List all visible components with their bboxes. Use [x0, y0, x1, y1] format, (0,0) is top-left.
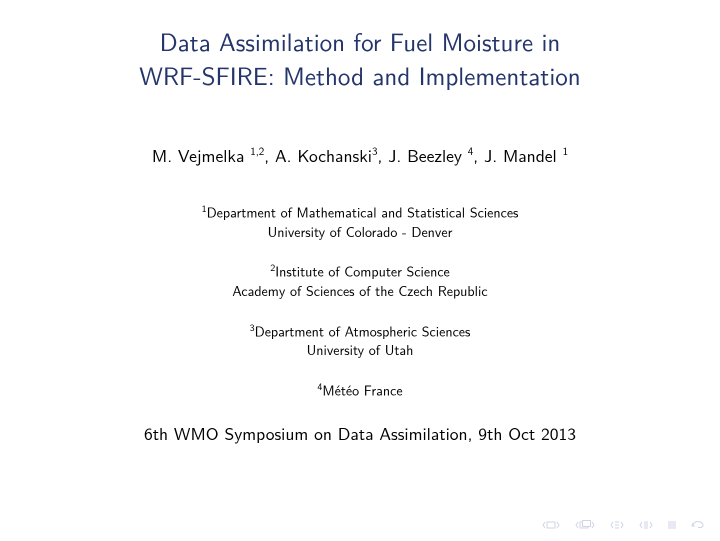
- affiliation-2: 2Institute of Computer Science Academy o…: [48, 261, 672, 300]
- next-frame-icon: [638, 520, 654, 530]
- slide-title: Data Assimilation for Fuel Moisture in W…: [48, 24, 672, 92]
- beamer-navbar: [541, 517, 708, 533]
- prev-frame-icon: [609, 520, 625, 530]
- nav-undo[interactable]: [690, 520, 708, 530]
- affil-3-line2: University of Utah: [307, 340, 414, 360]
- affil-1-line1: Department of Mathematical and Statistic…: [207, 203, 519, 223]
- affil-2-line2: Academy of Sciences of the Czech Republi…: [232, 281, 487, 301]
- nav-next-frame[interactable]: [638, 520, 654, 530]
- author-3: J. Beezley: [388, 143, 468, 168]
- slide: Data Assimilation for Fuel Moisture in W…: [0, 0, 720, 446]
- nav-first-slide[interactable]: [541, 520, 561, 530]
- title-line-2: WRF-SFIRE: Method and Implementation: [139, 56, 580, 93]
- event-line: 6th WMO Symposium on Data Assimilation, …: [48, 421, 672, 446]
- affiliation-1: 1Department of Mathematical and Statisti…: [48, 202, 672, 241]
- affiliation-4: 4Météo France: [48, 380, 672, 401]
- nav-prev-slide[interactable]: [574, 520, 596, 530]
- sep: ,: [377, 143, 388, 168]
- affiliation-3: 3Department of Atmospheric Sciences Univ…: [48, 321, 672, 360]
- affil-2-line1: Institute of Computer Science: [275, 262, 450, 282]
- author-4-sup: 1: [563, 143, 569, 159]
- title-line-1: Data Assimilation for Fuel Moisture in: [160, 22, 561, 59]
- author-4: J. Mandel: [484, 143, 563, 168]
- undo-icon: [690, 520, 708, 530]
- affil-1-line2: University of Colorado - Denver: [268, 222, 453, 242]
- nav-prev-frame[interactable]: [609, 520, 625, 530]
- author-1-sup: 1,2: [250, 143, 264, 159]
- sep: ,: [264, 143, 275, 168]
- outline-icon: [667, 520, 677, 530]
- first-slide-icon: [541, 520, 561, 530]
- author-2: A. Kochanski: [275, 143, 372, 168]
- affil-4-line1: Météo France: [322, 381, 402, 401]
- author-1: M. Vejmelka: [152, 143, 250, 168]
- prev-slide-icon: [574, 520, 596, 530]
- nav-outline[interactable]: [667, 520, 677, 530]
- authors-line: M. Vejmelka 1,2, A. Kochanski3, J. Beezl…: [48, 144, 672, 169]
- sep: ,: [473, 143, 484, 168]
- affil-3-line1: Department of Atmospheric Sciences: [255, 322, 471, 342]
